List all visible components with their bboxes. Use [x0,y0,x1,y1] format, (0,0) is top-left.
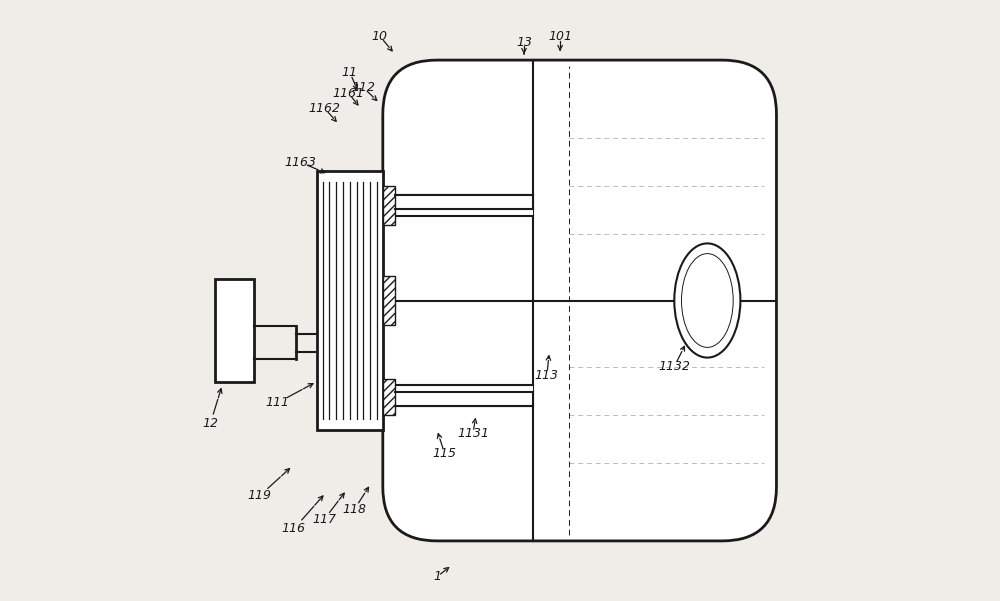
Bar [395,195,533,209]
Text: 119: 119 [248,489,272,502]
Text: 11: 11 [342,66,358,79]
Text: 116: 116 [282,522,306,535]
Text: 111: 111 [266,396,290,409]
FancyBboxPatch shape [383,60,776,541]
Text: 1161: 1161 [333,87,365,100]
Text: 10: 10 [372,29,388,43]
Text: 1162: 1162 [309,102,341,115]
Bar [395,392,533,406]
Bar [383,195,533,216]
Bar [383,379,395,415]
Text: 115: 115 [433,447,457,460]
Bar [317,171,383,430]
Bar [383,385,533,406]
Text: 118: 118 [343,502,367,516]
Text: 13: 13 [516,35,532,49]
Ellipse shape [674,243,740,358]
Bar [383,276,395,325]
Bar [215,279,254,382]
Text: 117: 117 [312,513,336,526]
Text: 1131: 1131 [457,427,489,441]
Text: 12: 12 [202,417,218,430]
Text: 1: 1 [433,570,441,584]
Text: 101: 101 [548,29,572,43]
Text: 1132: 1132 [658,360,690,373]
Text: 112: 112 [351,81,375,94]
Text: 113: 113 [535,369,559,382]
Text: 1163: 1163 [284,156,316,169]
Ellipse shape [682,254,733,347]
Bar [383,186,395,225]
